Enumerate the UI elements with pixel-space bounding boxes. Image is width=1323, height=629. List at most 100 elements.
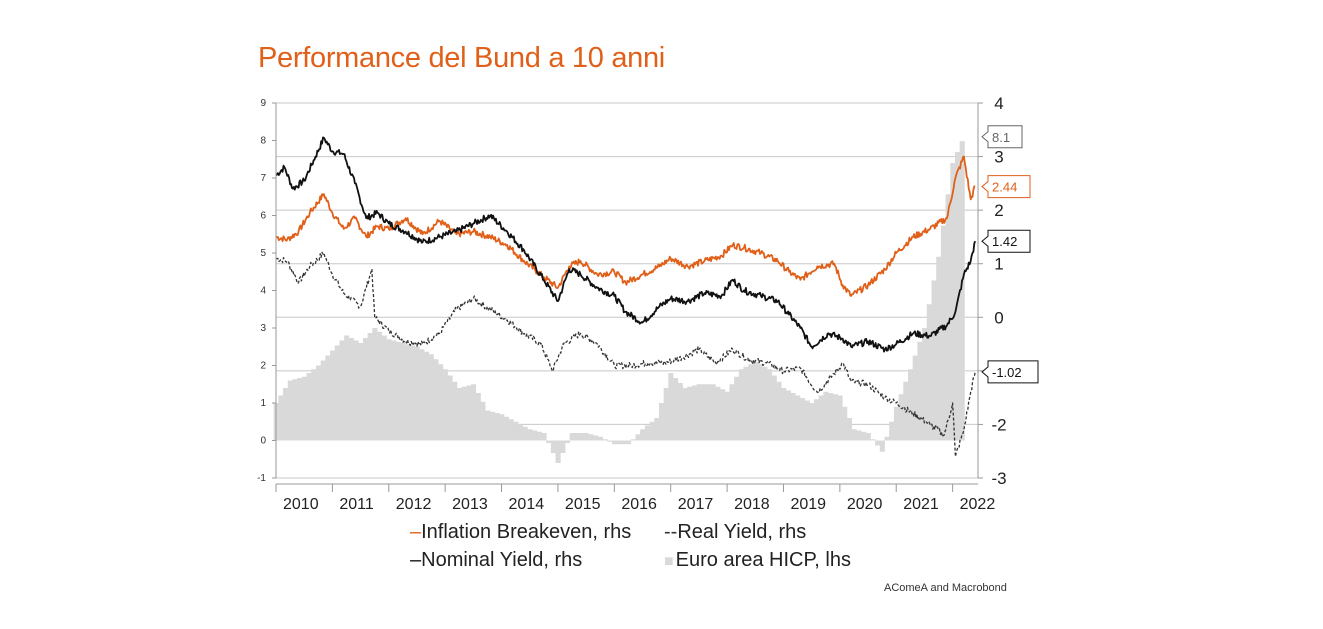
hicp-bar-51 [513,421,519,441]
legend-item-hicp: ■ Euro area HICP, lhs [664,549,851,572]
x-tick-label-7: 2017 [678,496,714,513]
end-label-text-2: 1.42 [992,234,1017,249]
series-line-real-yield-rhs [275,251,976,458]
hicp-bar-124 [856,430,862,441]
x-tick-label-5: 2015 [565,496,601,513]
hicp-bar-81 [654,418,660,441]
hicp-bar-61 [560,440,566,453]
hicp-bar-53 [522,426,528,441]
hicp-bar-106 [771,375,777,441]
end-labels: 8.1 2.44 1.42 -1.02 [981,125,1039,384]
x-tick-label-8: 2018 [734,496,770,513]
end-label-1: 2.44 [981,175,1031,199]
hicp-bar-13 [334,345,340,441]
hicp-bar-21 [372,328,378,441]
hicp-bar-103 [757,364,763,441]
legend-item-nominal-yield: –Nominal Yield, rhs [410,549,582,572]
hicp-bar-131 [889,421,895,441]
hicp-bar-105 [767,369,773,441]
hicp-bar-29 [409,345,416,441]
x-tick-label-10: 2020 [847,496,883,513]
hicp-bar-137 [917,341,923,441]
hicp-bar-96 [724,391,730,441]
end-label-2: 1.42 [981,229,1031,253]
hicp-bar-50 [508,419,514,441]
hicp-bar-11 [325,355,331,441]
hicp-bar-46 [489,411,495,441]
legend-item-inflation-breakeven: –Inflation Breakeven, rhs [410,521,631,544]
left-tick-label-1: 8 [260,136,266,147]
legend-item-real-yield: --Real Yield, rhs [664,521,806,544]
right-tick-label-2: 2 [994,201,1003,220]
end-label-box-1 [981,175,1031,199]
end-label-text-3: -1.02 [992,365,1022,380]
x-tick-label-11: 2021 [903,496,939,513]
hicp-bar-12 [330,350,336,441]
hicp-bar-52 [517,424,524,441]
hicp-bar-55 [532,430,538,441]
hicp-bar-111 [795,395,801,441]
hicp-bar-19 [362,338,369,441]
hicp-bar-47 [494,413,500,441]
hicp-bar-89 [691,385,697,441]
hicp-bar-87 [682,388,688,441]
hicp-bar-123 [851,429,857,441]
hicp-bar-125 [861,431,867,441]
hicp-bar-36 [442,369,448,441]
hicp-bar-83 [663,388,669,441]
legend-label-nominal-yield: Nominal Yield, rhs [421,549,583,571]
hicp-bar-82 [658,403,665,441]
legend-label-hicp: Euro area HICP, lhs [675,549,851,571]
hicp-bar-145 [954,152,961,441]
hicp-bar-4 [292,379,298,441]
hicp-bar-115 [814,399,820,441]
hicp-bar-57 [541,433,547,441]
hicp-bar-31 [419,349,425,441]
hicp-bar-30 [414,346,420,441]
left-tick-label-2: 7 [260,173,266,184]
hicp-bar-34 [433,359,439,441]
hicp-bar-121 [842,406,848,441]
hicp-bar-39 [456,388,463,441]
hicp-bar-122 [846,418,853,441]
hicp-bar-49 [503,416,509,441]
hicp-bar-23 [381,335,387,441]
hicp-bar-138 [922,328,928,441]
hicp-bar-41 [466,385,472,441]
left-tick-label-0: 9 [260,98,266,109]
hicp-bar-69 [597,436,603,441]
hicp-bar-143 [945,194,951,441]
hicp-bar-85 [673,378,679,441]
x-tick-label-4: 2014 [509,496,545,513]
hicp-bar-117 [823,391,829,441]
hicp-bar-66 [583,433,589,441]
series-line-nominal-yield-rhs [275,136,977,353]
hicp-bar-60 [555,440,561,463]
hicp-bar-15 [344,335,350,441]
hicp-bar-92 [705,384,712,441]
hicp-bar-77 [635,434,641,441]
hicp-bar-40 [461,386,467,441]
hicp-bar-133 [898,394,904,441]
hicp-bar-130 [884,436,890,441]
hicp-bar-35 [438,364,444,441]
hicp-bar-120 [837,395,843,441]
end-label-box-2 [981,229,1031,253]
hicp-bar-135 [907,369,914,441]
hicp-bar-91 [701,384,707,441]
left-tick-label-4: 5 [260,248,266,259]
hicp-bar-37 [447,375,453,441]
hicp-bar-100 [743,366,749,441]
hicp-bar-146 [959,141,965,441]
right-tick-label-3: 1 [994,255,1003,274]
x-tick-label-3: 2013 [452,496,488,513]
x-tick-label-9: 2019 [790,496,826,513]
chart-title: Performance del Bund a 10 anni [258,42,665,74]
right-tick-label-0: 4 [994,94,1003,113]
hicp-bar-118 [828,393,834,441]
hicp-bar-136 [912,355,918,441]
hicp-bar-73 [616,440,622,445]
hicp-bar-114 [809,403,815,441]
legend-marker-real-yield: -- [664,521,678,543]
